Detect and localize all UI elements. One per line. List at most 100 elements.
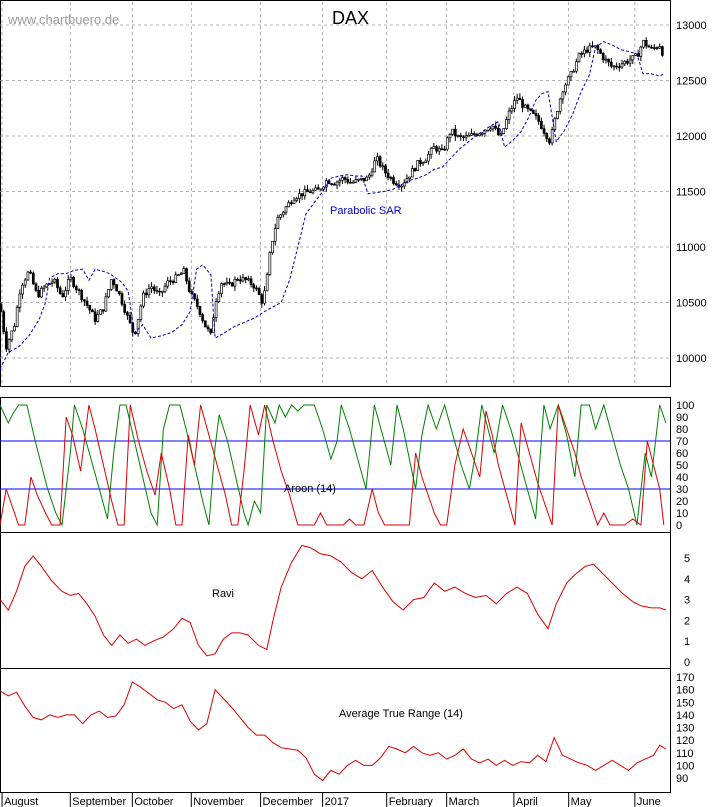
price-candle <box>236 278 239 281</box>
price-candle <box>548 138 551 144</box>
price-candle <box>101 309 105 312</box>
price-candle <box>384 165 387 174</box>
price-candle <box>515 97 519 101</box>
month-label: October <box>134 796 173 807</box>
atr-tick-label: 120 <box>676 735 694 747</box>
price-candle <box>126 312 129 316</box>
price-candle <box>488 128 492 131</box>
price-candle <box>15 307 19 327</box>
ravi-tick-label: 0 <box>684 657 690 669</box>
atr-tick-label: 170 <box>676 672 694 684</box>
month-label: September <box>72 796 126 807</box>
price-tick-label: 12500 <box>676 76 707 88</box>
price-candle <box>408 176 412 179</box>
x-month-labels: August September October November December 20… <box>1 792 661 807</box>
atr-tick-label: 100 <box>676 760 694 772</box>
price-candle <box>263 290 266 304</box>
price-candle <box>37 290 41 298</box>
price-candle <box>507 110 511 120</box>
price-candle <box>392 177 395 184</box>
price-candle <box>346 179 350 183</box>
price-candle <box>373 160 377 173</box>
price-candle <box>255 287 258 290</box>
price-candle <box>201 314 205 322</box>
price-tick-label: 10500 <box>676 298 707 310</box>
price-candle <box>93 311 97 322</box>
price-candle <box>644 39 648 47</box>
price-candle <box>556 111 559 119</box>
price-candle <box>292 199 296 204</box>
price-candle <box>77 289 81 291</box>
price-candle <box>365 176 368 182</box>
price-candle <box>370 171 374 176</box>
price-candle <box>115 284 118 292</box>
price-candle <box>40 287 43 298</box>
price-candle <box>42 286 46 289</box>
price-candle <box>287 202 291 208</box>
price-candle <box>513 100 516 109</box>
aroon-tick-label: 70 <box>676 436 688 448</box>
price-candle <box>652 47 656 49</box>
price-candle <box>21 284 24 295</box>
price-candle <box>268 252 272 275</box>
price-candle <box>220 283 223 294</box>
price-candle <box>634 53 637 56</box>
aroon-tick-label: 60 <box>676 448 688 460</box>
price-candle <box>80 290 84 301</box>
price-candle <box>150 286 153 289</box>
price-candle <box>241 277 245 282</box>
price-candle <box>316 187 320 190</box>
price-candle <box>416 160 420 171</box>
price-candle <box>601 53 605 61</box>
watermark: www.chartbuero.de <box>7 12 119 27</box>
parabolic-sar-label: Parabolic SAR <box>330 205 402 217</box>
price-candle <box>144 292 148 296</box>
price-candle <box>585 49 589 53</box>
price-candle <box>112 279 116 286</box>
price-candle <box>99 309 102 315</box>
price-candle <box>249 278 253 286</box>
price-candle <box>18 293 22 308</box>
price-candle <box>523 104 527 108</box>
price-candle <box>658 46 662 49</box>
price-candle <box>540 121 543 130</box>
price-candle <box>502 128 506 135</box>
price-candle <box>531 109 535 114</box>
price-candle <box>620 63 624 68</box>
price-candle <box>437 148 441 152</box>
price-candle <box>74 286 78 290</box>
price-candle <box>187 280 191 293</box>
price-candle <box>195 298 199 307</box>
price-candle <box>486 129 489 132</box>
aroon-tick-label: 40 <box>676 472 688 484</box>
price-candle <box>314 187 317 191</box>
price-candle <box>85 300 89 306</box>
price-candle <box>445 137 449 150</box>
price-candle <box>284 206 288 213</box>
price-candle <box>276 217 280 229</box>
price-candle <box>462 136 465 138</box>
price-candle <box>45 283 49 288</box>
price-candle <box>435 146 438 152</box>
price-candle <box>566 76 570 86</box>
price-candle <box>5 331 8 350</box>
month-label: December <box>263 796 314 807</box>
price-candle <box>376 156 379 162</box>
price-candle <box>64 290 67 298</box>
price-candle <box>389 177 393 179</box>
price-candle <box>206 326 210 330</box>
price-candle <box>537 115 541 122</box>
price-candle <box>66 279 70 291</box>
price-candle <box>300 193 304 197</box>
price-candle <box>429 147 433 155</box>
price-candle <box>386 172 390 178</box>
price-candle <box>454 128 457 137</box>
price-candle <box>459 135 463 137</box>
price-candle <box>333 183 336 186</box>
price-candle <box>599 49 602 54</box>
price-candle <box>381 165 385 168</box>
price-candle <box>341 177 344 181</box>
atr-tick-label: 90 <box>676 773 688 785</box>
month-label: August <box>4 796 38 807</box>
